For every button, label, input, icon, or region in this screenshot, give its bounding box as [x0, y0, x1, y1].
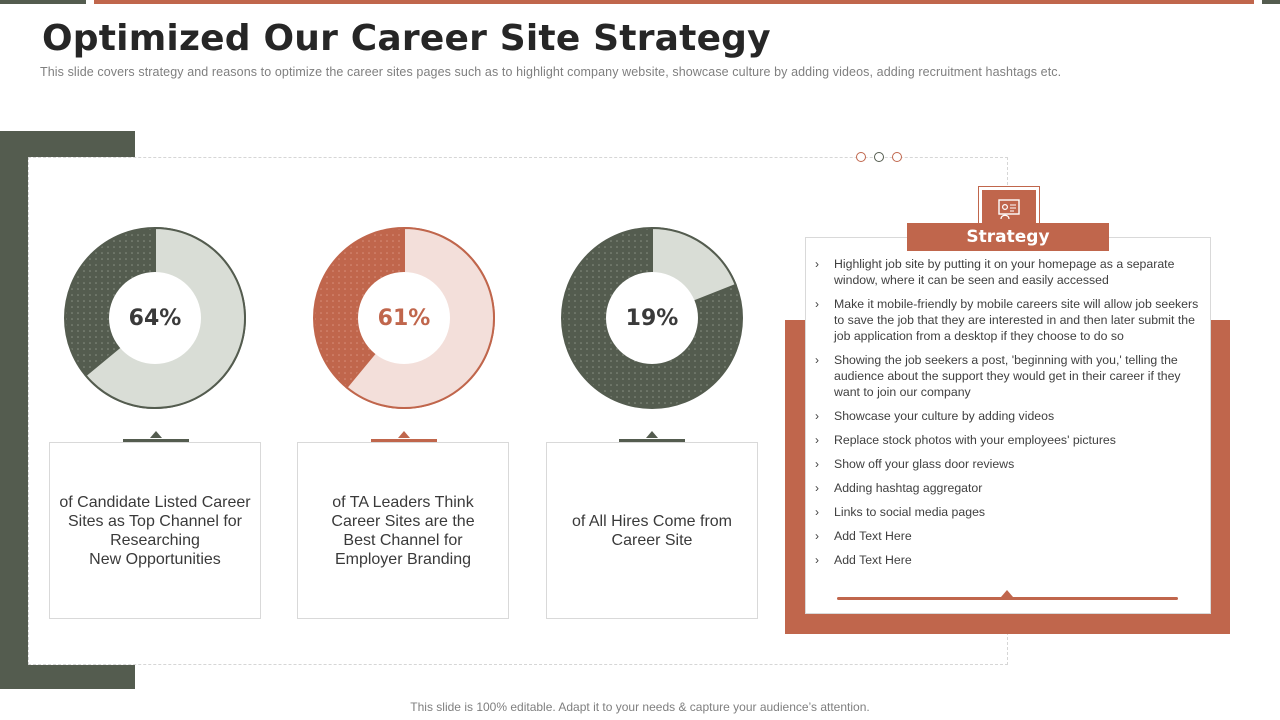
donut-svg	[561, 226, 743, 409]
top-bar-left	[0, 0, 86, 4]
donut-chart-1: 64%	[63, 226, 247, 410]
donut-svg	[64, 226, 246, 409]
list-item: › Links to social media pages	[815, 505, 986, 519]
list-item: › Add Text Here	[815, 529, 912, 543]
footer-note: This slide is 100% editable. Adapt it to…	[410, 700, 870, 714]
stat-box-3: of All Hires Come from Career Site	[546, 442, 758, 619]
strategy-icon-frame	[978, 186, 1040, 230]
decor-dot	[856, 152, 866, 162]
chevron-right-icon: ›	[815, 297, 819, 311]
stat-description: of All Hires Come from Career Site	[571, 512, 733, 549]
stat-box-2: of TA Leaders Think Career Sites are the…	[297, 442, 509, 619]
strategy-card	[805, 237, 1211, 614]
list-item: › Replace stock photos with your employee…	[815, 433, 1116, 447]
chevron-right-icon: ›	[815, 433, 819, 447]
decor-dot	[892, 152, 902, 162]
donut-chart-2: 61%	[312, 226, 496, 410]
strategy-header: Strategy	[907, 223, 1109, 251]
list-item: › Show off your glass door reviews	[815, 457, 1015, 471]
percent-label: 64%	[128, 305, 182, 331]
stat-pointer	[619, 431, 685, 444]
chevron-right-icon: ›	[815, 505, 819, 519]
stat-pointer	[123, 431, 189, 444]
chevron-right-icon: ›	[815, 529, 819, 543]
donut-chart-3: 19%	[560, 226, 744, 410]
list-item: › Showing the job seekers a post, 'beginn…	[815, 353, 1181, 399]
decor-dot	[874, 152, 884, 162]
top-bar-accent	[94, 0, 1254, 4]
donut-hole	[109, 272, 201, 364]
percent-label: 61%	[377, 305, 431, 331]
list-item: › Highlight job site by putting it on you…	[815, 257, 1175, 287]
stat-box-1: of Candidate Listed Career Sites as Top …	[49, 442, 261, 619]
decor-dots	[856, 151, 906, 163]
page-subtitle: This slide covers strategy and reasons t…	[40, 65, 1062, 79]
donut-svg	[313, 226, 495, 409]
list-item: › Adding hashtag aggregator	[815, 481, 983, 495]
chevron-right-icon: ›	[815, 353, 819, 367]
card-bottom-line	[837, 597, 1178, 600]
donut-hole	[358, 272, 450, 364]
chevron-right-icon: ›	[815, 409, 819, 423]
page-title: Optimized Our Career Site Strategy	[42, 18, 771, 59]
top-bar-right	[1262, 0, 1280, 4]
chevron-right-icon: ›	[815, 257, 819, 271]
chevron-right-icon: ›	[815, 553, 819, 567]
list-item: › Showcase your culture by adding videos	[815, 409, 1055, 423]
donut-hole	[606, 272, 698, 364]
stat-pointer	[371, 431, 437, 444]
chevron-right-icon: ›	[815, 457, 819, 471]
percent-label: 19%	[625, 305, 679, 331]
strategy-list: › Highlight job site by putting it on you…	[815, 256, 1201, 576]
list-item: › Make it mobile-friendly by mobile caree…	[815, 297, 1199, 343]
chevron-right-icon: ›	[815, 481, 819, 495]
stat-description: of TA Leaders Think Career Sites are the…	[331, 493, 475, 568]
card-line-marker	[1001, 590, 1013, 597]
list-item: › Add Text Here	[815, 553, 912, 567]
stat-description: of Candidate Listed Career Sites as Top …	[59, 493, 251, 568]
